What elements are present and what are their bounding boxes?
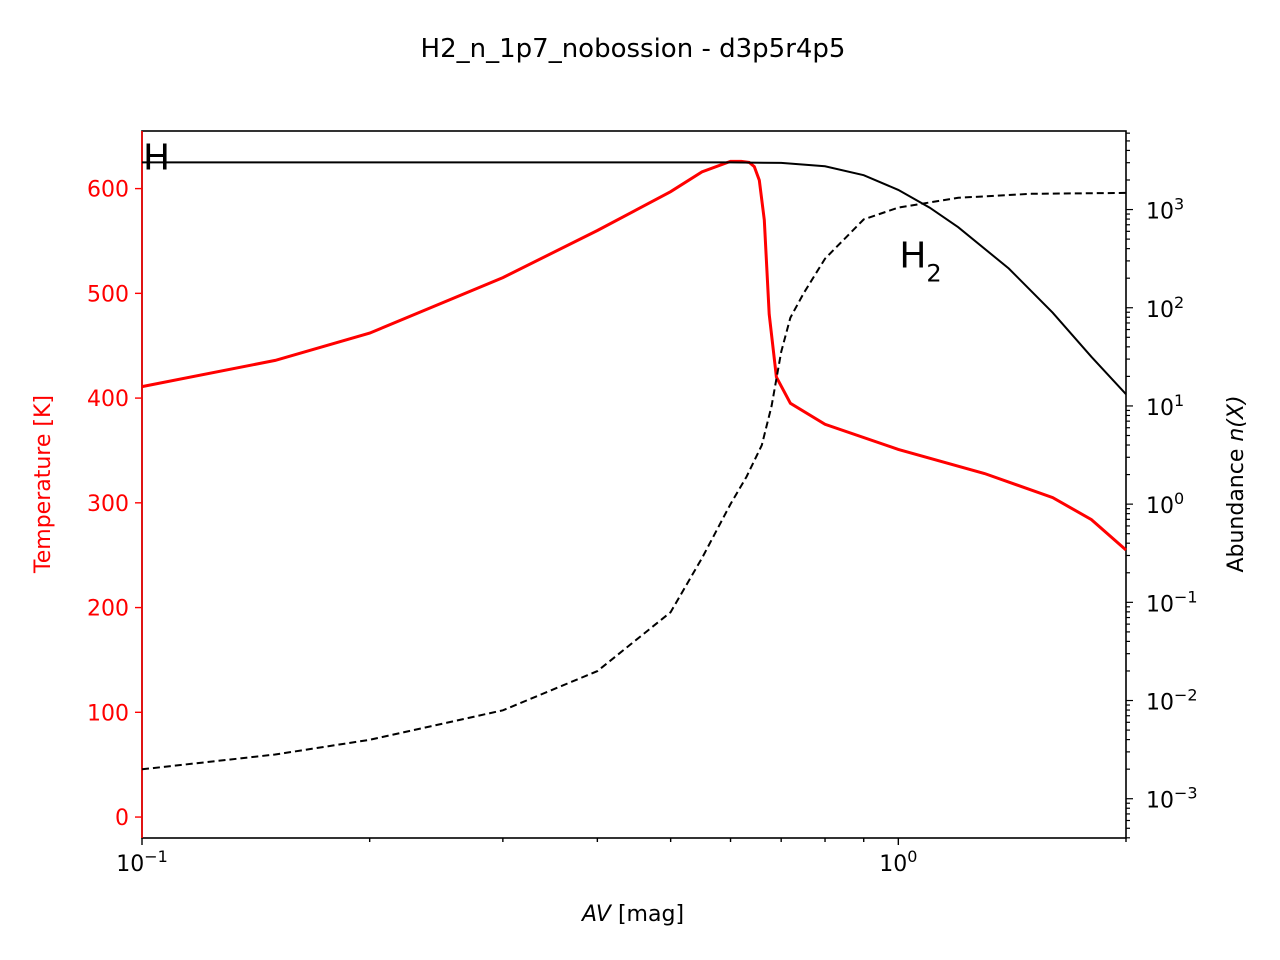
series-line-h <box>142 161 1127 395</box>
plot-frame <box>141 130 1127 839</box>
y-right-axis-ticks: 10−3 10−2 10−1 100 101 102 103 <box>1126 132 1198 839</box>
chart-title: H2_n_1p7_nobossion - d3p5r4p5 <box>421 34 846 64</box>
x-axis-label: AV [mag] <box>580 902 684 927</box>
x-tick-label: 10−1 <box>116 847 168 878</box>
annotation-h2: H2 <box>899 236 941 288</box>
series-line-temperature <box>141 159 1127 552</box>
y-right-tick-label: 10−3 <box>1146 783 1198 814</box>
x-tick-label: 100 <box>879 847 917 878</box>
y-right-tick-label: 103 <box>1146 194 1184 225</box>
y-left-tick-label: 0 <box>115 806 129 831</box>
y-right-tick-label: 10−1 <box>1146 587 1198 618</box>
y-left-axis-ticks: 0 100 200 300 400 500 600 <box>87 178 142 831</box>
y-right-tick-label: 10−2 <box>1146 685 1198 716</box>
y-left-axis-label: Temperature [K] <box>31 395 56 574</box>
y-left-tick-label: 400 <box>87 387 129 412</box>
y-right-axis-label: Abundance n(X) <box>1224 395 1249 572</box>
annotation-h: H <box>143 138 170 179</box>
y-left-tick-label: 500 <box>87 282 129 307</box>
annotation-layer: H H2 <box>143 138 942 288</box>
y-right-tick-label: 101 <box>1146 390 1184 421</box>
series-line-h2 <box>141 191 1127 771</box>
y-right-tick-label: 100 <box>1146 489 1184 520</box>
y-left-tick-label: 600 <box>87 178 129 203</box>
y-right-tick-label: 102 <box>1146 292 1184 323</box>
y-left-tick-label: 200 <box>87 597 129 622</box>
y-left-tick-label: 300 <box>87 492 129 517</box>
x-axis-ticks: 10−1 100 <box>116 838 1127 878</box>
series-layer <box>141 159 1127 771</box>
y-left-tick-label: 100 <box>87 701 129 726</box>
